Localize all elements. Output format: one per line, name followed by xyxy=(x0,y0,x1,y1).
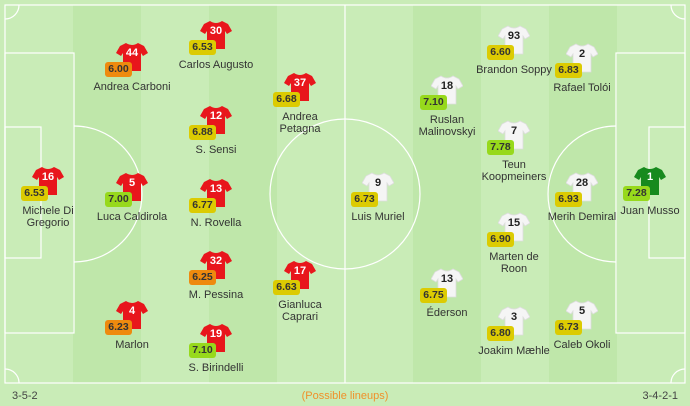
player-name[interactable]: Caleb Okoli xyxy=(553,339,611,351)
rating-badge: 6.25 xyxy=(189,270,216,285)
rating-badge: 6.68 xyxy=(273,92,300,107)
rating-badge: 6.73 xyxy=(351,192,378,207)
player-name[interactable]: Éderson xyxy=(426,307,468,319)
shirt-number: 13 xyxy=(209,183,223,195)
away-formation: 3-4-2-1 xyxy=(642,390,678,402)
player-name[interactable]: N. Rovella xyxy=(190,217,242,229)
shirt-number: 9 xyxy=(374,177,382,189)
rating-badge: 6.90 xyxy=(487,232,514,247)
rating-badge: 6.73 xyxy=(555,320,582,335)
shirt-number: 28 xyxy=(575,177,589,189)
rating-badge: 7.00 xyxy=(105,192,132,207)
shirt-number: 5 xyxy=(128,177,136,189)
player-name[interactable]: Michele Di Gregorio xyxy=(22,205,74,229)
player-name[interactable]: Brandon Soppy xyxy=(476,64,552,76)
home-formation: 3-5-2 xyxy=(12,390,38,402)
shirt-number: 93 xyxy=(507,30,521,42)
rating-badge: 6.53 xyxy=(189,40,216,55)
player-name[interactable]: Luca Caldirola xyxy=(96,211,168,223)
player-name[interactable]: Marten de Roon xyxy=(489,251,539,275)
player-name[interactable]: Teun Koopmeiners xyxy=(481,159,547,183)
player-name[interactable]: Marlon xyxy=(115,339,149,351)
player-name[interactable]: S. Sensi xyxy=(195,144,237,156)
rating-badge: 6.77 xyxy=(189,198,216,213)
rating-badge: 6.80 xyxy=(487,326,514,341)
shirt-number: 37 xyxy=(293,77,307,89)
player-name[interactable]: Joakim Mæhle xyxy=(478,345,550,357)
player-name[interactable]: Ruslan Malinovskyi xyxy=(418,114,476,138)
shirt-number: 3 xyxy=(510,311,518,323)
player-name[interactable]: Luis Muriel xyxy=(351,211,405,223)
player-name[interactable]: Rafael Tolói xyxy=(553,82,611,94)
shirt-number: 7 xyxy=(510,125,518,137)
rating-badge: 7.10 xyxy=(189,343,216,358)
shirt-number: 4 xyxy=(128,305,136,317)
player-name[interactable]: Gianluca Caprari xyxy=(278,299,322,323)
rating-badge: 6.88 xyxy=(189,125,216,140)
shirt-number: 17 xyxy=(293,265,307,277)
shirt-number: 12 xyxy=(209,110,223,122)
rating-badge: 6.63 xyxy=(273,280,300,295)
shirt-number: 19 xyxy=(209,328,223,340)
rating-badge: 7.28 xyxy=(623,186,650,201)
player-name[interactable]: Juan Musso xyxy=(620,205,680,217)
rating-badge: 6.00 xyxy=(105,62,132,77)
player-name[interactable]: Andrea Carboni xyxy=(93,81,171,93)
player-name[interactable]: S. Birindelli xyxy=(188,362,244,374)
player-name[interactable]: Carlos Augusto xyxy=(178,59,254,71)
player-name[interactable]: M. Pessina xyxy=(188,289,244,301)
shirt-number: 44 xyxy=(125,47,139,59)
rating-badge: 6.53 xyxy=(21,186,48,201)
rating-badge: 6.93 xyxy=(555,192,582,207)
rating-badge: 6.23 xyxy=(105,320,132,335)
shirt-number: 16 xyxy=(41,171,55,183)
shirt-number: 18 xyxy=(440,80,454,92)
shirt-number: 32 xyxy=(209,255,223,267)
shirt-number: 5 xyxy=(578,305,586,317)
player-name[interactable]: Merih Demiral xyxy=(547,211,617,223)
possible-lineups-note[interactable]: (Possible lineups) xyxy=(301,390,389,402)
shirt-number: 13 xyxy=(440,273,454,285)
rating-badge: 6.75 xyxy=(420,288,447,303)
shirt-number: 15 xyxy=(507,217,521,229)
rating-badge: 7.10 xyxy=(420,95,447,110)
rating-badge: 6.83 xyxy=(555,63,582,78)
rating-badge: 6.60 xyxy=(487,45,514,60)
rating-badge: 7.78 xyxy=(487,140,514,155)
shirt-number: 2 xyxy=(578,48,586,60)
shirt-number: 30 xyxy=(209,25,223,37)
player-name[interactable]: Andrea Petagna xyxy=(279,111,321,135)
shirt-number: 1 xyxy=(646,171,654,183)
